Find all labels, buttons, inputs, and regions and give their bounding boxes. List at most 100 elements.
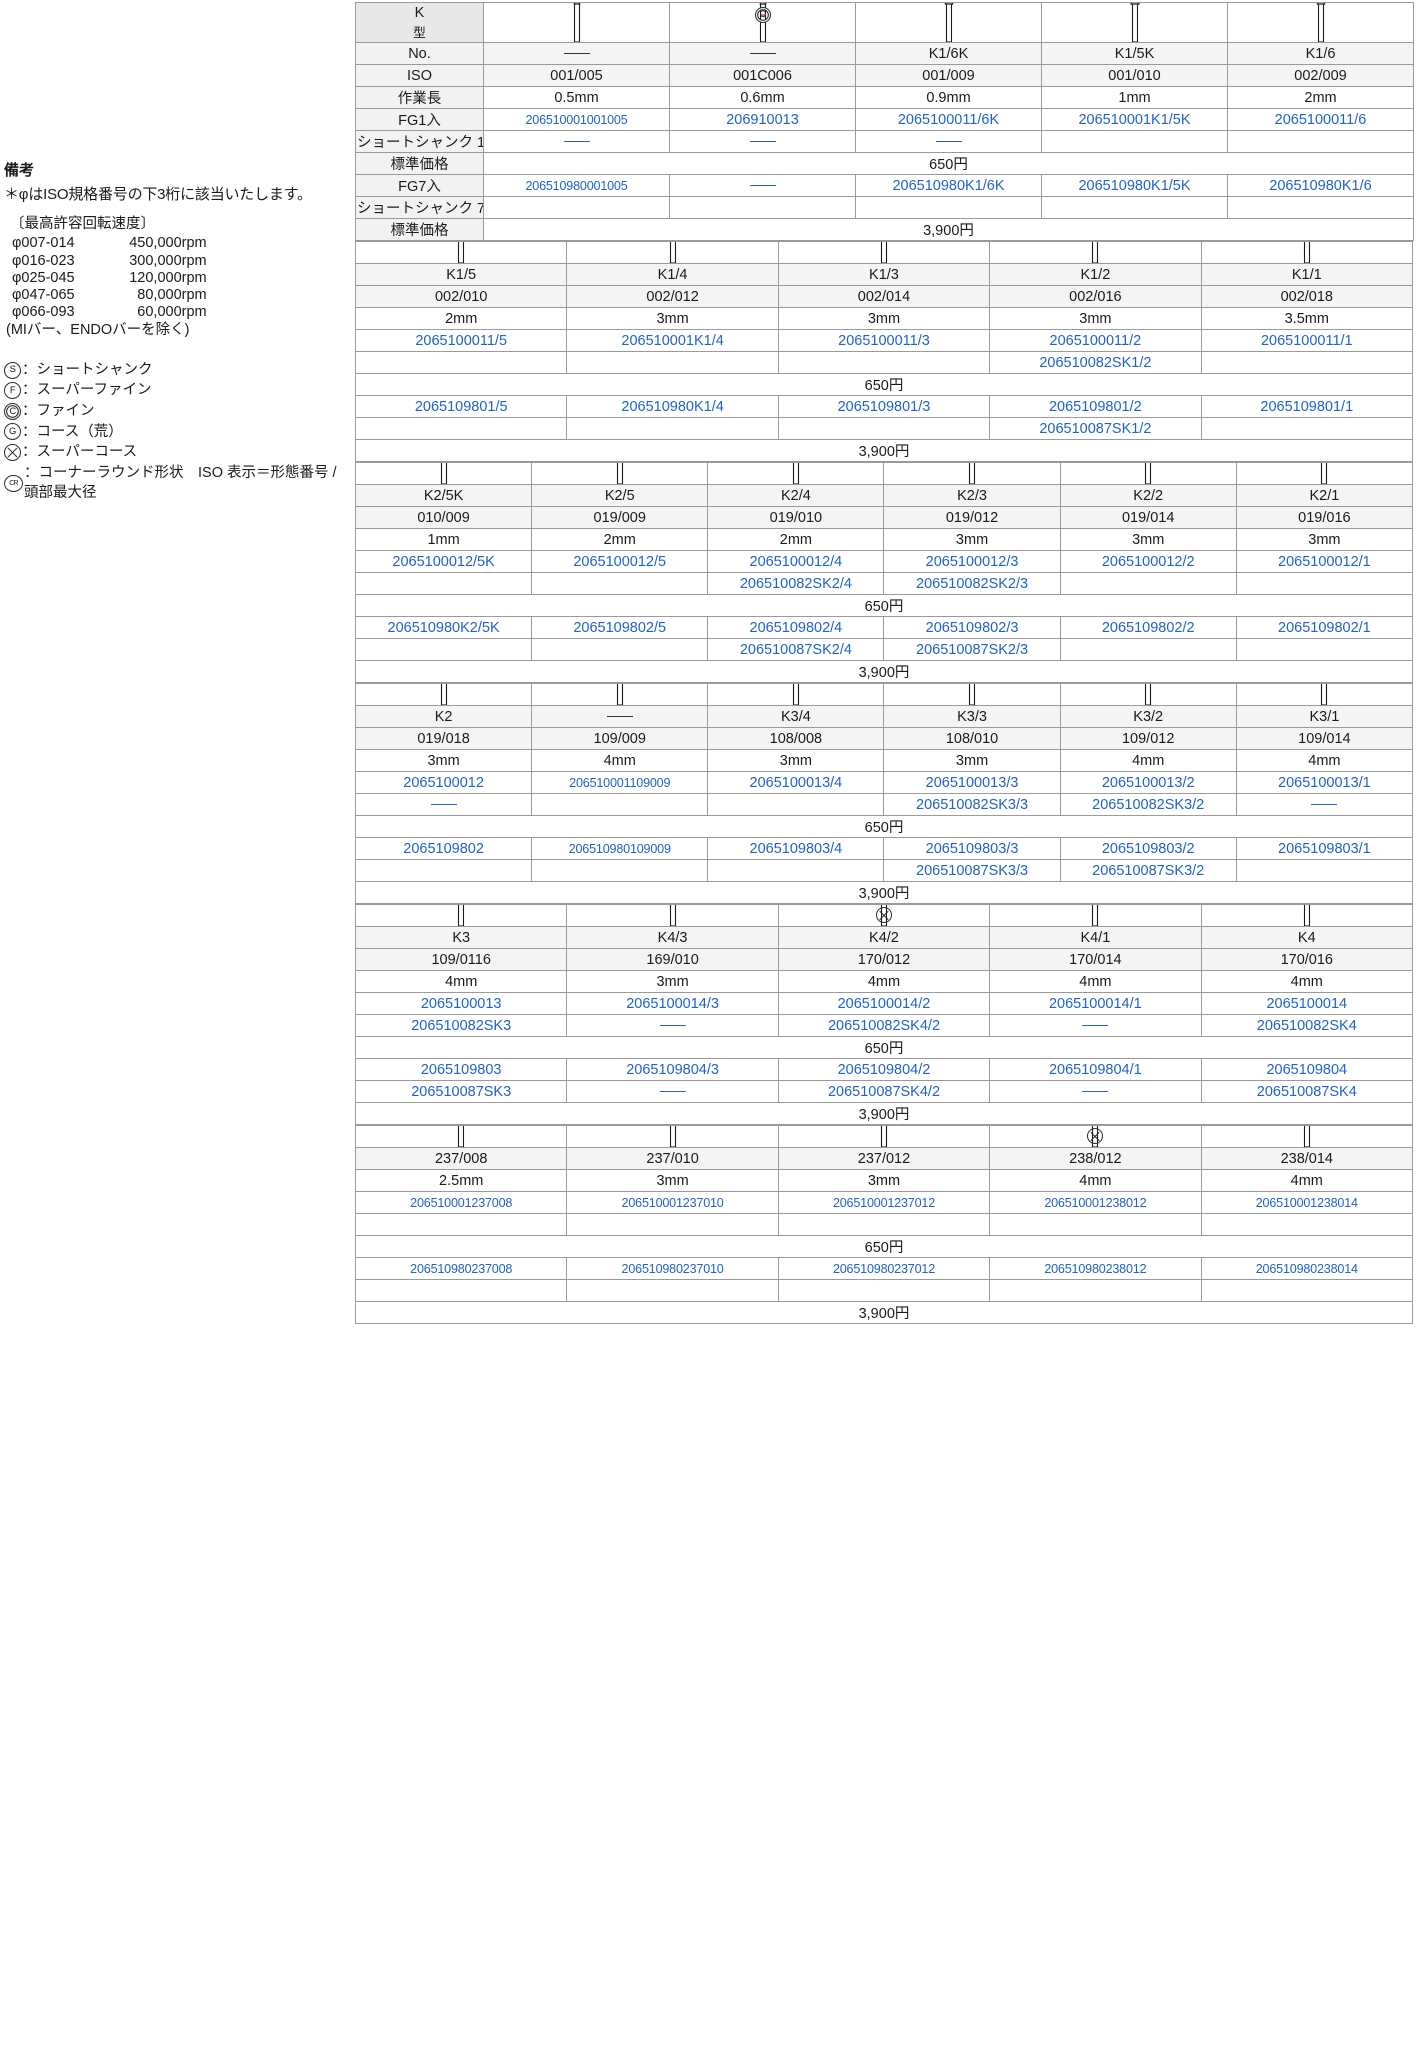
bur-cell bbox=[566, 1125, 779, 1149]
data-cell: 206510087SK4/2 bbox=[777, 1080, 991, 1104]
no-row: K2 K3/4 K3/3 K3/2 K3/1 bbox=[354, 705, 1414, 729]
bur-block-table: 237/008 237/010 237/012 238/012 238/014 2.5mm… bbox=[354, 1125, 1414, 1325]
bur-cell: S bbox=[707, 462, 885, 486]
data-cell: 2065109801/5 bbox=[354, 395, 568, 419]
price-single-cell: 650円 bbox=[355, 1235, 1413, 1259]
data-cell: K1/4 bbox=[566, 263, 779, 287]
data-cell: K1/5 bbox=[354, 263, 568, 287]
row-label: 標準価格 bbox=[355, 152, 484, 176]
data-cell: 206510980237010 bbox=[566, 1257, 779, 1281]
bur-cell bbox=[1200, 1125, 1414, 1149]
speed-diameter: φ066-093 bbox=[12, 303, 75, 320]
short-shank-7-row: 206510087SK3/3 206510087SK3/2 bbox=[354, 859, 1414, 883]
short-shank-7-row bbox=[354, 1279, 1414, 1303]
data-cell bbox=[354, 793, 533, 817]
data-cell: 0.9mm bbox=[855, 86, 1042, 110]
legend-text: ：スーパーコース bbox=[22, 444, 138, 461]
data-cell bbox=[354, 1279, 568, 1303]
bur-drawing bbox=[458, 242, 465, 263]
dash-mark bbox=[749, 141, 776, 143]
data-cell: 206510980237012 bbox=[777, 1257, 991, 1281]
bur-drawing bbox=[944, 3, 953, 42]
price-pack-row: 3,900円 bbox=[355, 1102, 1413, 1126]
working-length-row: 1mm 2mm 2mm 3mm 3mm 3mm bbox=[354, 528, 1414, 552]
bur-mark bbox=[1087, 1128, 1104, 1147]
data-cell: 2065109801/1 bbox=[1200, 395, 1414, 419]
short-shank-1-row bbox=[354, 1213, 1414, 1237]
row-label: ショートシャンク 1入 bbox=[355, 130, 484, 154]
data-cell: 3mm bbox=[707, 749, 885, 773]
data-cell: K1/3 bbox=[777, 263, 991, 287]
data-cell: 169/010 bbox=[566, 948, 779, 972]
data-cell: 237/010 bbox=[566, 1147, 779, 1171]
bur-drawing bbox=[616, 684, 623, 705]
data-cell: K2/4 bbox=[707, 484, 885, 508]
working-length-row: 2mm 3mm 3mm 3mm 3.5mm bbox=[354, 307, 1414, 331]
row-label: FG1入 bbox=[355, 108, 484, 132]
bur-mark: C bbox=[754, 5, 771, 23]
fg7-row: 206510980K2/5K 2065109802/5 2065109802/4 20… bbox=[354, 616, 1414, 640]
bur-drawing bbox=[616, 463, 623, 484]
data-cell: 2065100011/6 bbox=[1227, 108, 1414, 132]
data-cell: 2065109802/4 bbox=[707, 616, 885, 640]
legend-row: F ：スーパーファイン bbox=[4, 380, 349, 401]
data-cell: 206510087SK2/3 bbox=[883, 638, 1061, 662]
data-cell: 002/016 bbox=[989, 285, 1202, 309]
data-cell: 109/012 bbox=[1059, 727, 1237, 751]
data-cell: 206510082SK4/2 bbox=[777, 1014, 991, 1038]
fg1-row: 2065100012/5K 2065100012/5 2065100012/4 206… bbox=[354, 550, 1414, 574]
data-cell: 019/016 bbox=[1235, 506, 1414, 530]
data-cell: K1/6K bbox=[855, 42, 1042, 66]
data-cell: 2065100013/3 bbox=[883, 771, 1061, 795]
data-cell: 2065100012/4 bbox=[707, 550, 885, 574]
data-cell: 206510087SK3 bbox=[354, 1080, 568, 1104]
short-shank-7-row: 206510087SK3 206510087SK4/2 206510087SK4 bbox=[354, 1080, 1414, 1104]
price-pack-cell: 3,900円 bbox=[355, 660, 1413, 684]
bur-cell bbox=[707, 683, 885, 707]
bur-drawing bbox=[458, 1126, 465, 1147]
data-cell: 3.5mm bbox=[1200, 307, 1414, 331]
bur-image-row: SSCR bbox=[354, 683, 1414, 707]
data-cell: 002/012 bbox=[566, 285, 779, 309]
data-cell bbox=[566, 1279, 779, 1303]
data-cell bbox=[531, 705, 709, 729]
bur-cell bbox=[989, 904, 1202, 928]
price-pack-row: 3,900円 bbox=[355, 1301, 1413, 1325]
data-cell: 4mm bbox=[354, 970, 568, 994]
price-pack-cell: 3,900円 bbox=[355, 1102, 1413, 1126]
data-cell: 3mm bbox=[883, 528, 1061, 552]
data-cell: 2065100014 bbox=[1200, 992, 1414, 1016]
data-cell: K4 bbox=[1200, 926, 1414, 950]
data-cell: 2065109802/5 bbox=[531, 616, 709, 640]
data-cell bbox=[566, 351, 779, 375]
data-cell: 206510980K2/5K bbox=[354, 616, 533, 640]
data-cell: 2065100011/6K bbox=[855, 108, 1042, 132]
data-cell: 237/012 bbox=[777, 1147, 991, 1171]
iso-row: 010/009 019/009 019/010 019/012 019/014 019/0… bbox=[354, 506, 1414, 530]
data-cell bbox=[1227, 196, 1414, 220]
data-cell: 019/014 bbox=[1059, 506, 1237, 530]
coarse-badge-icon: G bbox=[4, 423, 21, 441]
data-cell: 206510087SK4 bbox=[1200, 1080, 1414, 1104]
price-single-row: 標準価格 650円 bbox=[355, 152, 1414, 176]
data-cell bbox=[1059, 572, 1237, 596]
bur-image-row: SS bbox=[354, 241, 1414, 265]
legend-row: C ：ファイン bbox=[4, 401, 349, 422]
no-row: K3 K4/3 K4/2 K4/1 K4 bbox=[354, 926, 1414, 950]
short-shank-badge-icon: S bbox=[4, 361, 21, 379]
data-cell: 206510001001005 bbox=[483, 108, 670, 132]
data-cell: 2065109804 bbox=[1200, 1058, 1414, 1082]
short-shank-1-row: 206510082SK1/2 bbox=[354, 351, 1414, 375]
bur-cell: CR bbox=[1235, 683, 1414, 707]
data-cell: 206510082SK4 bbox=[1200, 1014, 1414, 1038]
data-cell bbox=[531, 638, 709, 662]
short-shank-1-row: ショートシャンク 1入 bbox=[355, 130, 1414, 154]
speed-rpm: 80,000rpm bbox=[137, 286, 207, 303]
bur-cell bbox=[354, 683, 533, 707]
price-single-cell: 650円 bbox=[355, 373, 1413, 397]
data-cell: 206510082SK3/2 bbox=[1059, 793, 1237, 817]
max-speed-row: φ047-065 80,000rpm bbox=[4, 287, 349, 304]
bur-block-table: SSK1/5K1/4K1/3K1/2K1/1002/010002/012002/… bbox=[354, 241, 1414, 463]
data-cell: 206510082SK2/4 bbox=[707, 572, 885, 596]
